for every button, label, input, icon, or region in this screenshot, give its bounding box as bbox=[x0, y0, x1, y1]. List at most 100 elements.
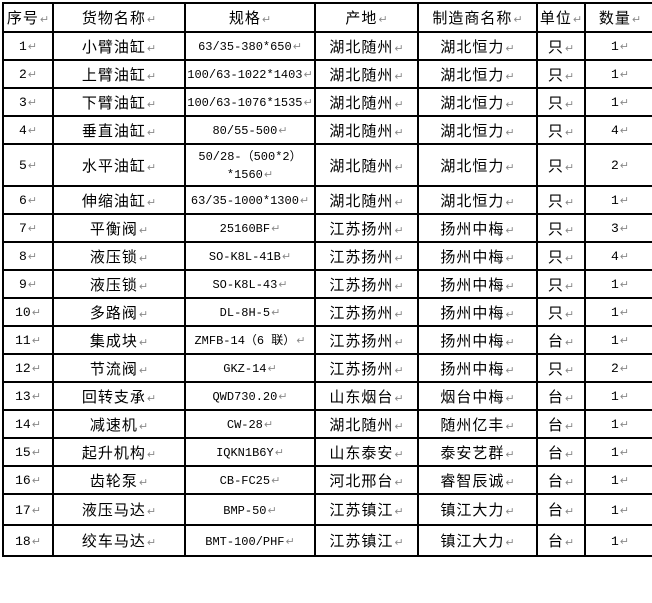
cell-origin: 江苏扬州↵ bbox=[314, 353, 419, 383]
cell-end-mark-icon: ↵ bbox=[505, 335, 515, 349]
cell-text: 1 bbox=[610, 389, 619, 404]
cell-text: 1 bbox=[610, 533, 619, 549]
cell-end-mark-icon: ↵ bbox=[394, 41, 404, 55]
cell-no: 8↵ bbox=[2, 241, 54, 271]
cell-no: 9↵ bbox=[2, 269, 54, 299]
cell-end-mark-icon: ↵ bbox=[138, 475, 149, 489]
cell-origin: 河北邢台↵ bbox=[314, 465, 419, 495]
cell-text: 江苏扬州 bbox=[329, 249, 394, 266]
cell-text: 泰安艺群 bbox=[440, 445, 505, 462]
cell-text: 8 bbox=[18, 249, 27, 264]
cell-end-mark-icon: ↵ bbox=[138, 363, 149, 377]
cell-text: 1 bbox=[610, 502, 619, 518]
cell-end-mark-icon: ↵ bbox=[505, 251, 515, 265]
cell-qty: 4↵ bbox=[584, 115, 652, 145]
cell-end-mark-icon: ↵ bbox=[619, 159, 630, 172]
cell-end-mark-icon: ↵ bbox=[505, 536, 515, 549]
cell-text: 只 bbox=[547, 221, 564, 238]
cell-end-mark-icon: ↵ bbox=[619, 194, 630, 207]
cell-unit: 只↵ bbox=[536, 185, 586, 215]
cell-unit: 只↵ bbox=[536, 297, 586, 327]
cell-manufacturer: 湖北恒力↵ bbox=[417, 143, 538, 187]
cell-text: 湖北恒力 bbox=[440, 95, 505, 112]
cell-qty: 1↵ bbox=[584, 437, 652, 467]
cell-spec: QWD730.20↵ bbox=[184, 381, 316, 411]
cell-qty: 4↵ bbox=[584, 241, 652, 271]
cell-name: 垂直油缸↵ bbox=[52, 115, 186, 145]
table-row: 10↵ 多路阀↵ DL-8H-5↵ 江苏扬州↵ 扬州中梅↵ 只↵ 1↵ bbox=[2, 297, 652, 327]
cell-text: 湖北随州 bbox=[329, 95, 394, 112]
cell-end-mark-icon: ↵ bbox=[619, 96, 630, 109]
cell-text: 小臂油缸 bbox=[81, 39, 146, 56]
cell-text: 液压锁 bbox=[89, 249, 138, 266]
cell-end-mark-icon: ↵ bbox=[303, 96, 313, 109]
cell-qty: 1↵ bbox=[584, 465, 652, 495]
cell-name: 小臂油缸↵ bbox=[52, 31, 186, 61]
cell-spec: 100/63-1022*1403↵ bbox=[184, 59, 316, 89]
cell-text: CB-FC25 bbox=[219, 474, 271, 488]
cell-origin: 江苏扬州↵ bbox=[314, 297, 419, 327]
cell-manufacturer: 镇江大力↵ bbox=[417, 493, 538, 526]
cell-name: 集成块↵ bbox=[52, 325, 186, 355]
cell-spec: SO-K8L-43↵ bbox=[184, 269, 316, 299]
cell-text: 扬州中梅 bbox=[440, 221, 505, 238]
cell-text: SO-K8L-41B bbox=[208, 250, 281, 264]
cell-end-mark-icon: ↵ bbox=[505, 505, 515, 518]
cell-name: 液压锁↵ bbox=[52, 269, 186, 299]
cell-end-mark-icon: ↵ bbox=[564, 251, 575, 265]
cell-end-mark-icon: ↵ bbox=[505, 195, 515, 209]
cell-name: 液压马达↵ bbox=[52, 493, 186, 526]
cell-text: 9 bbox=[18, 277, 27, 292]
cell-end-mark-icon: ↵ bbox=[394, 160, 404, 174]
table-row: 11↵ 集成块↵ ZMFB-14（6 联）↵ 江苏扬州↵ 扬州中梅↵ 台↵ 1↵ bbox=[2, 325, 652, 355]
cell-end-mark-icon: ↵ bbox=[619, 534, 630, 548]
cell-text: 平衡阀 bbox=[89, 221, 138, 238]
cell-text: 起升机构 bbox=[81, 445, 146, 462]
cell-text: 只 bbox=[547, 67, 564, 84]
cell-text: 12 bbox=[15, 361, 31, 376]
cell-end-mark-icon: ↵ bbox=[505, 475, 515, 489]
cell-origin: 湖北随州↵ bbox=[314, 409, 419, 439]
cell-end-mark-icon: ↵ bbox=[564, 223, 575, 237]
cell-origin: 湖北随州↵ bbox=[314, 59, 419, 89]
cell-end-mark-icon: ↵ bbox=[31, 362, 41, 375]
cell-text: 垂直油缸 bbox=[81, 123, 146, 140]
cell-end-mark-icon: ↵ bbox=[31, 503, 41, 517]
cell-end-mark-icon: ↵ bbox=[394, 419, 404, 433]
cell-text: 下臂油缸 bbox=[81, 95, 146, 112]
cell-end-mark-icon: ↵ bbox=[394, 391, 404, 405]
cell-unit: 台↵ bbox=[536, 465, 586, 495]
cell-qty: 1↵ bbox=[584, 59, 652, 89]
cell-end-mark-icon: ↵ bbox=[564, 279, 575, 293]
cell-end-mark-icon: ↵ bbox=[299, 194, 310, 207]
cell-end-mark-icon: ↵ bbox=[31, 474, 41, 487]
cell-spec: SO-K8L-41B↵ bbox=[184, 241, 316, 271]
cell-text: 16 bbox=[15, 473, 31, 488]
cell-text: 齿轮泵 bbox=[89, 473, 138, 490]
cell-end-mark-icon: ↵ bbox=[394, 475, 404, 489]
table-row: 16↵ 齿轮泵↵ CB-FC25↵ 河北邢台↵ 睿智辰诚↵ 台↵ 1↵ bbox=[2, 465, 652, 495]
cell-end-mark-icon: ↵ bbox=[505, 363, 515, 377]
cell-end-mark-icon: ↵ bbox=[31, 418, 41, 431]
cell-end-mark-icon: ↵ bbox=[505, 69, 515, 83]
cell-text: 镇江大力 bbox=[440, 534, 505, 550]
cell-end-mark-icon: ↵ bbox=[285, 534, 295, 548]
cell-end-mark-icon: ↵ bbox=[146, 536, 157, 549]
cell-end-mark-icon: ↵ bbox=[146, 195, 157, 209]
cell-end-mark-icon: ↵ bbox=[564, 391, 575, 405]
cell-text: 台 bbox=[547, 389, 564, 406]
cell-text: 湖北随州 bbox=[329, 193, 394, 210]
cell-manufacturer: 扬州中梅↵ bbox=[417, 353, 538, 383]
cell-text: 只 bbox=[547, 123, 564, 140]
cell-text: 上臂油缸 bbox=[81, 67, 146, 84]
cell-end-mark-icon: ↵ bbox=[378, 13, 388, 26]
cell-manufacturer: 湖北恒力↵ bbox=[417, 59, 538, 89]
cell-end-mark-icon: ↵ bbox=[146, 505, 157, 518]
table-row: 5↵ 水平油缸↵ 50/28-（500*2） *1560↵ 湖北随州↵ 湖北恒力↵ 只↵ 2… bbox=[2, 143, 652, 187]
cell-end-mark-icon: ↵ bbox=[146, 97, 157, 111]
cell-text: 扬州中梅 bbox=[440, 249, 505, 266]
cell-manufacturer: 睿智辰诚↵ bbox=[417, 465, 538, 495]
cell-end-mark-icon: ↵ bbox=[505, 279, 515, 293]
cell-end-mark-icon: ↵ bbox=[394, 97, 404, 111]
cell-qty: 3↵ bbox=[584, 213, 652, 243]
